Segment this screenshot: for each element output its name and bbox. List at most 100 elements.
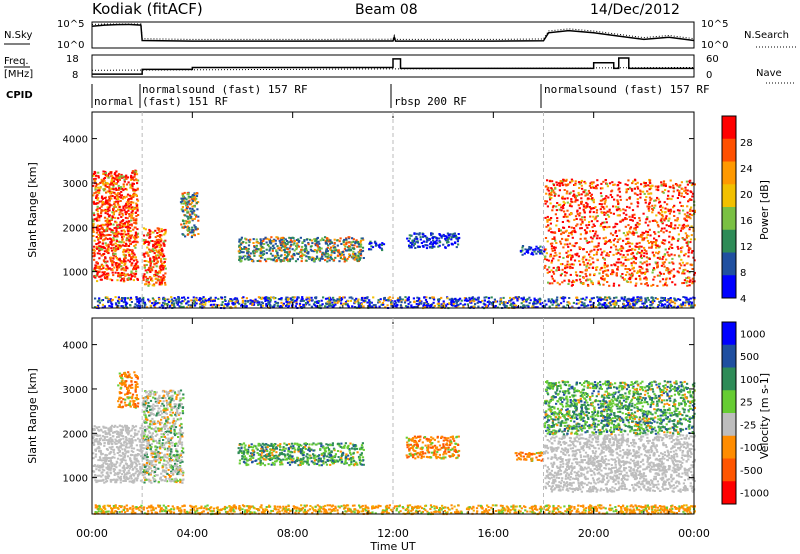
scatter-cell (344, 245, 347, 248)
scatter-cell (94, 179, 97, 182)
scatter-cell (307, 241, 310, 244)
scatter-cell (300, 298, 303, 301)
scatter-cell (125, 265, 128, 268)
scatter-cell (97, 299, 101, 302)
scatter-cell (579, 218, 582, 221)
scatter-cell (529, 248, 532, 251)
scatter-cell (431, 245, 435, 248)
scatter-cell (353, 254, 356, 256)
scatter-cell (682, 296, 685, 298)
scatter-cell (275, 302, 278, 305)
scatter-cell (640, 254, 643, 257)
scatter-cell (558, 269, 561, 271)
scatter-cell (629, 186, 632, 189)
scatter-cell (132, 182, 135, 185)
scatter-cell (329, 242, 332, 245)
scatter-cell (627, 268, 630, 271)
scatter-cell (604, 179, 607, 181)
scatter-cell (179, 305, 182, 308)
scatter-cell (646, 270, 649, 273)
scatter-cell (267, 245, 271, 248)
scatter-cell (645, 278, 648, 281)
scatter-cell (677, 298, 680, 301)
scatter-cell (633, 232, 636, 235)
scatter-cell (635, 257, 638, 259)
scatter-cell (120, 268, 123, 271)
scatter-cell (577, 181, 581, 184)
scatter-cell (687, 277, 691, 280)
scatter-cell (381, 301, 384, 304)
scatter-cell (130, 219, 133, 222)
scatter-cell (617, 299, 620, 302)
scatter-cell (544, 216, 547, 219)
scatter-cell (463, 297, 466, 300)
scatter-cell (610, 264, 613, 267)
scatter-cell (649, 301, 652, 303)
scatter-cell (650, 245, 653, 248)
scatter-cell (137, 300, 140, 303)
scatter-cell (115, 262, 118, 264)
scatter-cell (159, 240, 162, 243)
scatter-cell (552, 270, 555, 273)
scatter-cell (577, 204, 580, 207)
scatter-cell (599, 208, 602, 211)
scatter-cell (162, 266, 165, 269)
scatter-cell (673, 275, 676, 277)
scatter-cell (189, 231, 192, 234)
scatter-cell (93, 254, 96, 257)
scatter-cell (130, 256, 133, 259)
scatter-cell (329, 249, 332, 252)
scatter-cell (154, 269, 157, 272)
scatter-cell (605, 221, 608, 224)
scatter-cell (338, 240, 341, 243)
scatter-cell (359, 252, 362, 255)
scatter-cell (526, 249, 529, 252)
scatter-cell (606, 296, 609, 299)
scatter-cell (327, 238, 330, 241)
scatter-cell (426, 239, 429, 242)
scatter-cell (338, 296, 341, 299)
scatter-cell (617, 181, 620, 184)
scatter-cell (573, 245, 576, 248)
scatter-cell (613, 302, 616, 305)
scatter-cell (557, 266, 560, 269)
scatter-cell (580, 297, 583, 300)
scatter-cell (333, 301, 336, 304)
scatter-cell (148, 230, 151, 233)
scatter-cell (352, 255, 355, 258)
scatter-cell (622, 212, 625, 215)
scatter-cell (472, 305, 475, 308)
scatter-cell (121, 175, 124, 178)
scatter-cell (115, 198, 118, 201)
scatter-cell (333, 304, 336, 307)
scatter-cell (628, 276, 631, 279)
scatter-cell (411, 241, 415, 244)
scatter-cell (633, 270, 636, 273)
scatter-cell (362, 257, 365, 259)
scatter-cell (120, 216, 123, 218)
scatter-cell (668, 271, 671, 273)
scatter-cell (291, 306, 294, 308)
scatter-cell (286, 248, 289, 251)
scatter-cell (257, 304, 260, 306)
scatter-cell (629, 226, 633, 229)
scatter-cell (617, 249, 620, 252)
scatter-cell (116, 177, 119, 180)
scatter-cell (665, 229, 668, 232)
scatter-cell (513, 304, 516, 307)
scatter-cell (651, 211, 654, 214)
scatter-cell (356, 257, 360, 260)
scatter-cell (238, 246, 241, 249)
scatter-cell (638, 217, 641, 219)
scatter-cell (626, 298, 629, 301)
scatter-cell (115, 187, 118, 190)
scatter-cell (164, 230, 167, 233)
scatter-cell (561, 281, 564, 284)
scatter-cell (544, 185, 547, 188)
scatter-cell (137, 266, 140, 269)
scatter-cell (132, 201, 135, 204)
scatter-cell (311, 242, 314, 245)
scatter-cell (131, 178, 134, 181)
scatter-cell (425, 240, 428, 243)
scatter-cell (686, 192, 689, 195)
